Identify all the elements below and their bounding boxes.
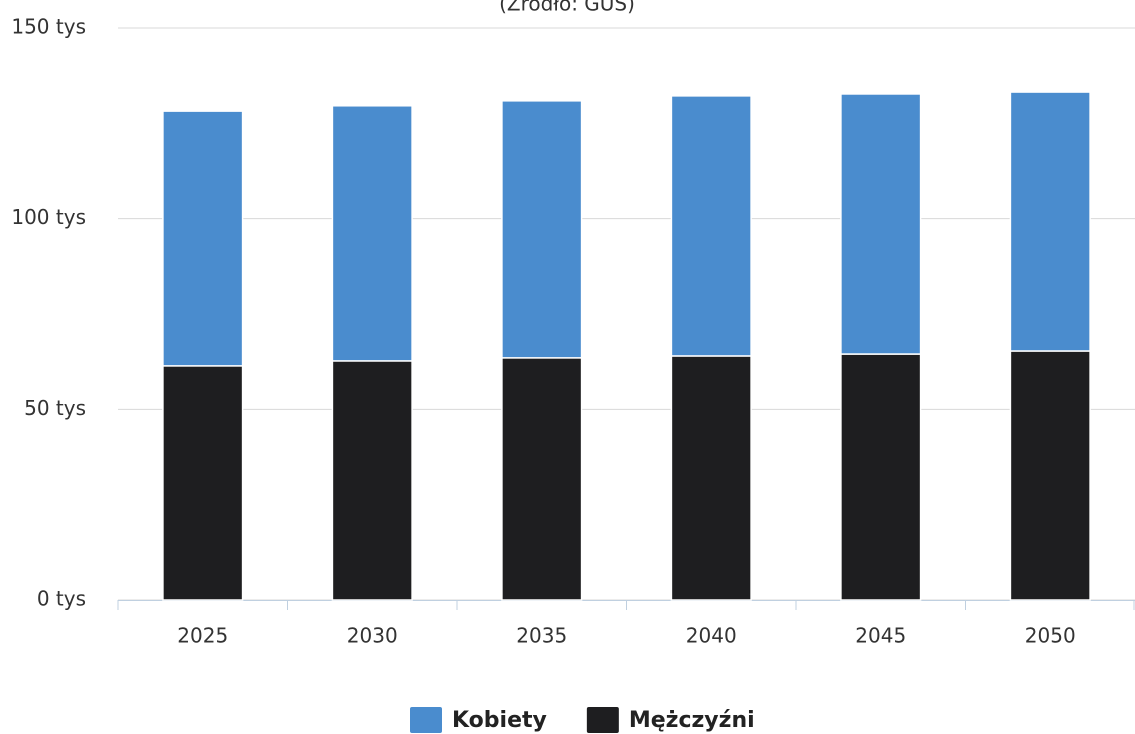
x-tick-label: 2050 [1025,624,1076,648]
bar [331,105,413,362]
x-tick-label: 2025 [177,624,228,648]
y-tick-label: 0 tys [37,587,86,611]
x-tick-label: 2045 [855,624,906,648]
bar [670,355,752,601]
bar [1009,91,1091,352]
bar [162,110,244,367]
x-tick-label: 2040 [686,624,737,648]
x-tick-label: 2030 [347,624,398,648]
bar [162,365,244,601]
y-tick-label: 50 tys [24,396,86,420]
bar [501,100,583,359]
legend-swatch [410,707,442,733]
bar [840,93,922,355]
bar [1009,350,1091,601]
chart-subtitle: (Źródło: GUS) [499,0,635,16]
bar [331,360,413,601]
bar [840,353,922,601]
y-tick-label: 100 tys [11,205,86,229]
x-tick-label: 2035 [516,624,567,648]
legend-label: Mężczyźni [629,708,755,733]
bar [670,95,752,357]
legend-label: Kobiety [452,708,547,733]
y-tick-label: 150 tys [11,15,86,39]
bar [501,357,583,601]
legend-swatch [586,707,619,733]
